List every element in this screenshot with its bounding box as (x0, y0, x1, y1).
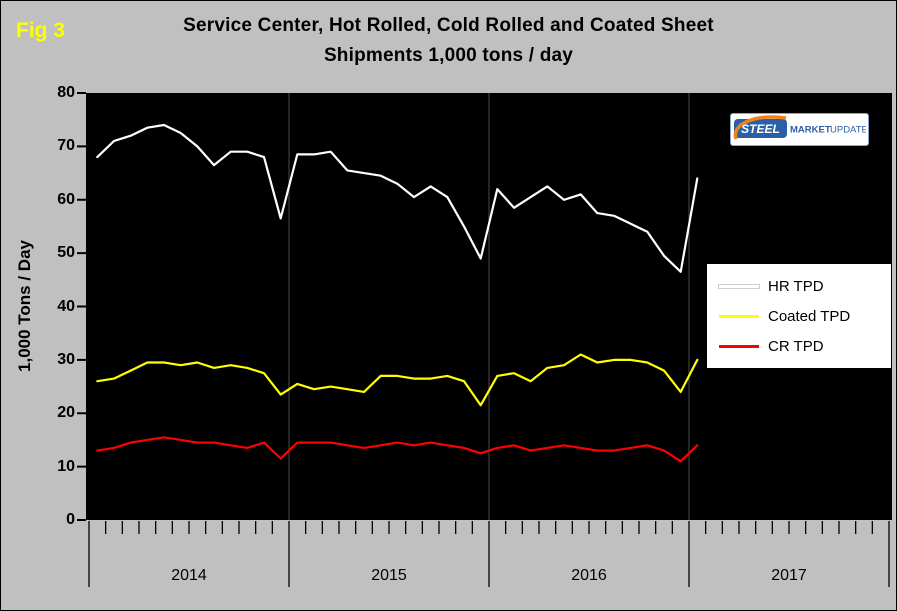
chart-legend: HR TPD Coated TPD CR TPD (706, 263, 892, 369)
year-boundary-gridlines (288, 93, 690, 520)
chart-title-line-2: Shipments 1,000 tons / day (323, 45, 574, 66)
legend-line-sample (719, 314, 759, 318)
legend-label: CR TPD (768, 337, 824, 355)
x-axis-year-label: 2016 (571, 567, 607, 584)
y-axis-tick-label: 60 (57, 190, 75, 208)
series-line-cr-tpd (96, 436, 699, 463)
legend-label: HR TPD (768, 277, 824, 295)
x-axis-year-label: 2014 (171, 567, 207, 584)
y-axis-tick-label: 50 (57, 244, 75, 262)
legend-line-sample (719, 344, 759, 348)
logo-blue-block (734, 119, 787, 138)
logo-orange-swoosh (733, 115, 787, 140)
legend-line-sample (719, 284, 759, 288)
legend-item: Coated TPD (719, 305, 883, 327)
legend-item: HR TPD (719, 275, 883, 297)
legend-label: Coated TPD (768, 307, 851, 325)
y-axis-tick-label: 20 (57, 404, 75, 422)
logo-word-update: UPDATE (830, 125, 866, 136)
legend-item: CR TPD (719, 335, 883, 357)
x-axis-year-label: 2017 (771, 567, 807, 584)
data-series-lines (96, 123, 699, 463)
y-axis-tick-label: 40 (57, 297, 75, 315)
x-axis-ticks (88, 521, 890, 587)
logo-word-steel: STEEL (741, 122, 780, 136)
y-axis-tick-label: 30 (57, 350, 75, 368)
steel-market-update-logo-graphic: STEEL MARKET UPDATE (733, 115, 868, 140)
y-axis-tick-label: 0 (66, 511, 75, 528)
chart-title-line-1: Service Center, Hot Rolled, Cold Rolled … (183, 15, 714, 36)
series-line-coated-tpd (96, 353, 699, 407)
y-axis-tick-label: 70 (57, 137, 75, 155)
steel-market-update-logo: STEEL MARKET UPDATE (730, 113, 869, 146)
figure-number-label: Fig 3 (16, 19, 66, 42)
y-axis-ticks (77, 92, 86, 521)
y-axis-tick-label: 10 (57, 457, 75, 475)
series-line-hr-tpd (96, 123, 699, 273)
x-axis-year-label: 2015 (371, 567, 407, 584)
y-axis-tick-label: 80 (57, 84, 75, 101)
logo-word-market: MARKET (790, 125, 831, 136)
